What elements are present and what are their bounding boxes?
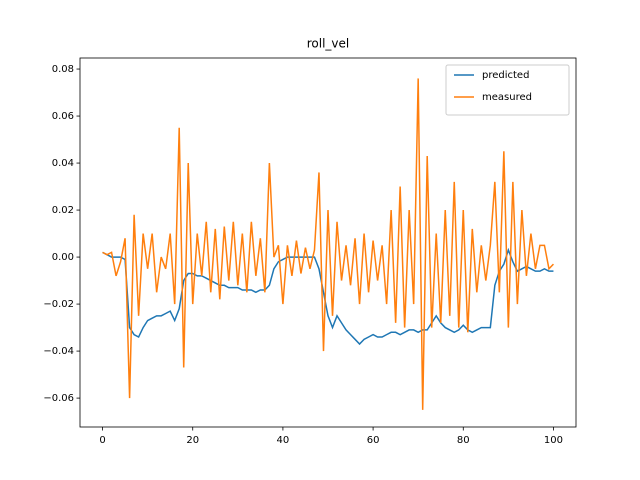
y-tick-label: 0.08 — [52, 64, 74, 75]
y-tick-label: 0.06 — [52, 111, 74, 122]
x-tick-label: 80 — [457, 435, 470, 446]
series-line — [102, 247, 554, 346]
x-tick-label: 100 — [544, 435, 563, 446]
x-tick-label: 40 — [277, 435, 290, 446]
axes-frame — [79, 57, 577, 428]
legend-label: measured — [482, 92, 532, 103]
series-line — [102, 78, 554, 410]
chart-title: roll_vel — [307, 37, 350, 51]
legend-label: predicted — [482, 70, 529, 81]
y-tick-label: 0.00 — [52, 252, 74, 263]
y-tick-label: 0.04 — [52, 158, 74, 169]
x-tick-label: 60 — [367, 435, 380, 446]
x-tick-label: 20 — [186, 435, 199, 446]
legend-box — [445, 64, 570, 116]
y-tick-label: −0.04 — [43, 346, 74, 357]
x-tick-label: 0 — [99, 435, 105, 446]
y-tick-label: 0.02 — [52, 205, 74, 216]
y-tick-label: −0.06 — [43, 393, 74, 404]
y-tick-label: −0.02 — [43, 299, 74, 310]
